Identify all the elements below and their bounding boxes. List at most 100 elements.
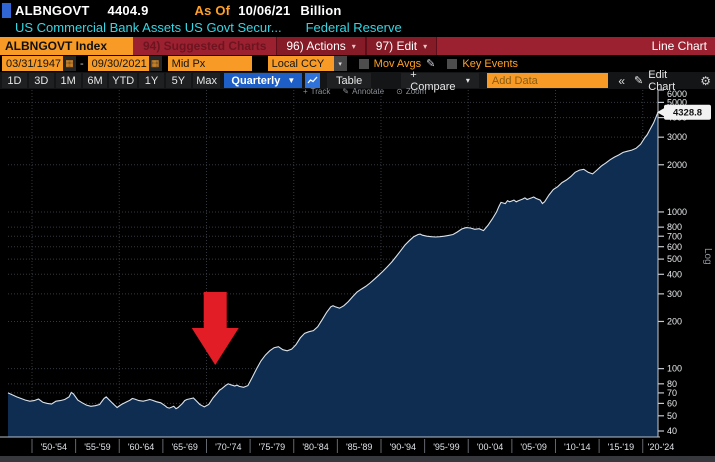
y-axis-tick-label: 70: [667, 388, 677, 398]
price-chart-area[interactable]: 6000500040003000200010008007006005004003…: [0, 88, 715, 456]
date-range-separator: -: [80, 57, 84, 70]
x-axis-label: '90-'94: [390, 442, 416, 452]
pencil-icon: ✎: [634, 75, 644, 87]
y-axis-tick-label: 50: [667, 411, 677, 421]
suggested-charts-menu[interactable]: 94) Suggested Charts: [143, 39, 267, 53]
arrow-annotation[interactable]: [191, 292, 239, 365]
x-axis-label: '10-'14: [564, 442, 590, 452]
cursor-block: [2, 2, 11, 18]
chevron-down-icon: ▼: [287, 76, 296, 85]
x-axis-label: '15-'19: [608, 442, 634, 452]
pencil-icon: ✎: [342, 87, 350, 96]
mov-avgs-checkbox[interactable]: [358, 58, 369, 69]
end-date-input[interactable]: 09/30/2021: [87, 56, 149, 71]
log-scale-label[interactable]: Log: [702, 248, 713, 265]
price-chart[interactable]: 6000500040003000200010008007006005004003…: [0, 88, 715, 456]
header-line-1: ALBNGOVT 4404.9 As Of 10/06/21 Billion: [2, 2, 342, 18]
x-axis-label: '85-'89: [346, 442, 372, 452]
frequency-select[interactable]: Quarterly ▼: [224, 73, 303, 88]
track-tool[interactable]: + Track: [303, 87, 331, 96]
chart-toolbar: 1D 3D 1M 6M YTD 1Y 5Y Max Quarterly ▼ Ta…: [0, 69, 715, 93]
y-axis-tick-label: 5000: [667, 97, 687, 107]
x-axis-label: '50-'54: [41, 442, 67, 452]
ticker-symbol: ALBNGOVT: [15, 2, 90, 18]
start-date-input[interactable]: 03/31/1947: [2, 56, 63, 71]
period-button-max[interactable]: Max: [192, 73, 221, 88]
x-axis-label: '55-'59: [84, 442, 110, 452]
security-description: US Commercial Bank Assets US Govt Secur.…: [15, 19, 282, 35]
data-source: Federal Reserve: [305, 19, 402, 35]
as-of-label: As Of: [194, 2, 231, 18]
compare-button[interactable]: + Compare ▾: [401, 69, 479, 93]
zoom-tool[interactable]: ⊙ Zoom: [396, 87, 427, 96]
as-of-date: 10/06/21: [238, 2, 291, 18]
line-chart-icon[interactable]: [305, 73, 320, 88]
x-axis-label: '05-'09: [520, 442, 546, 452]
y-axis-tick-label: 3000: [667, 132, 687, 142]
period-button-1y[interactable]: 1Y: [139, 73, 164, 88]
edit-menu[interactable]: 97) Edit ▾: [365, 37, 438, 55]
x-axis-label: '20-'24: [648, 442, 674, 452]
edit-chart-button[interactable]: ✎ Edit Chart: [634, 68, 676, 93]
last-price-label: 4328.8: [673, 107, 702, 118]
table-button[interactable]: Table: [326, 73, 372, 88]
chevron-down-icon: ▾: [465, 76, 470, 85]
annotate-tool[interactable]: ✎ Annotate: [342, 87, 385, 96]
period-button-1d[interactable]: 1D: [2, 73, 27, 88]
period-button-ytd[interactable]: YTD: [109, 73, 138, 88]
area-fill: [8, 112, 658, 437]
pencil-icon[interactable]: ✎: [426, 58, 436, 70]
header-line-2: US Commercial Bank Assets US Govt Secur.…: [15, 19, 402, 35]
y-axis-tick-label: 2000: [667, 160, 687, 170]
security-input[interactable]: ALBNGOVT Index: [0, 37, 133, 55]
calendar-icon[interactable]: ▦: [63, 56, 76, 71]
chart-type-label: Line Chart: [651, 39, 707, 53]
period-button-1m[interactable]: 1M: [55, 73, 81, 88]
x-axis-label: '60-'64: [128, 442, 154, 452]
window-bottom-edge: [0, 456, 715, 462]
add-data-input[interactable]: Add Data: [486, 73, 609, 88]
y-axis-tick-label: 300: [667, 289, 682, 299]
x-axis-label: '95-'99: [433, 442, 459, 452]
y-axis-tick-label: 400: [667, 269, 682, 279]
y-axis-tick-label: 80: [667, 379, 677, 389]
period-button-3d[interactable]: 3D: [28, 73, 54, 88]
settings-bar: 03/31/1947 ▦ - 09/30/2021 ▦ Mid Px Local…: [0, 55, 715, 72]
ticker-last-value: 4404.9: [107, 2, 149, 18]
chart-mini-tools: + Track ✎ Annotate ⊙ Zoom: [303, 87, 426, 96]
chevron-down-icon: ▾: [351, 41, 356, 51]
price-line: [7, 111, 659, 410]
y-axis-tick-label: 60: [667, 398, 677, 408]
unit-label: Billion: [300, 2, 342, 18]
price-field-select[interactable]: Mid Px: [167, 56, 252, 71]
mov-avgs-label: Mov Avgs: [373, 57, 422, 70]
x-axis-label: '70-'74: [215, 442, 241, 452]
chevron-down-icon: ▾: [423, 41, 428, 51]
y-axis-tick-label: 100: [667, 364, 682, 374]
last-price-chip: [664, 104, 711, 120]
calendar-icon[interactable]: ▦: [148, 56, 162, 71]
actions-menu[interactable]: 96) Actions ▾: [276, 37, 366, 55]
menu-bar: ALBNGOVT Index 94) Suggested Charts 96) …: [0, 37, 715, 55]
y-axis-tick-label: 40: [667, 426, 677, 436]
gear-icon[interactable]: ⚙: [700, 73, 711, 88]
magnifier-icon: ⊙: [396, 87, 403, 96]
collapse-panel-icon[interactable]: «: [618, 73, 626, 88]
x-axis-label: '65-'69: [171, 442, 197, 452]
last-price-pointer: [657, 108, 664, 117]
crosshair-icon: +: [303, 87, 308, 96]
y-axis-tick-label: 200: [667, 317, 682, 327]
y-axis-tick-label: 6000: [667, 89, 687, 99]
period-button-6m[interactable]: 6M: [82, 73, 108, 88]
currency-select[interactable]: Local CCY: [267, 56, 334, 71]
y-axis-tick-label: 500: [667, 254, 682, 264]
y-axis-tick-label: 800: [667, 222, 682, 232]
x-axis-label: '80-'84: [302, 442, 328, 452]
key-events-checkbox[interactable]: [447, 58, 458, 69]
x-axis-label: '75-'79: [259, 442, 285, 452]
chevron-down-icon[interactable]: ▾: [333, 56, 347, 71]
y-axis-tick-label: 1000: [667, 207, 687, 217]
x-axis-label: '00-'04: [477, 442, 503, 452]
period-button-5y[interactable]: 5Y: [165, 73, 191, 88]
